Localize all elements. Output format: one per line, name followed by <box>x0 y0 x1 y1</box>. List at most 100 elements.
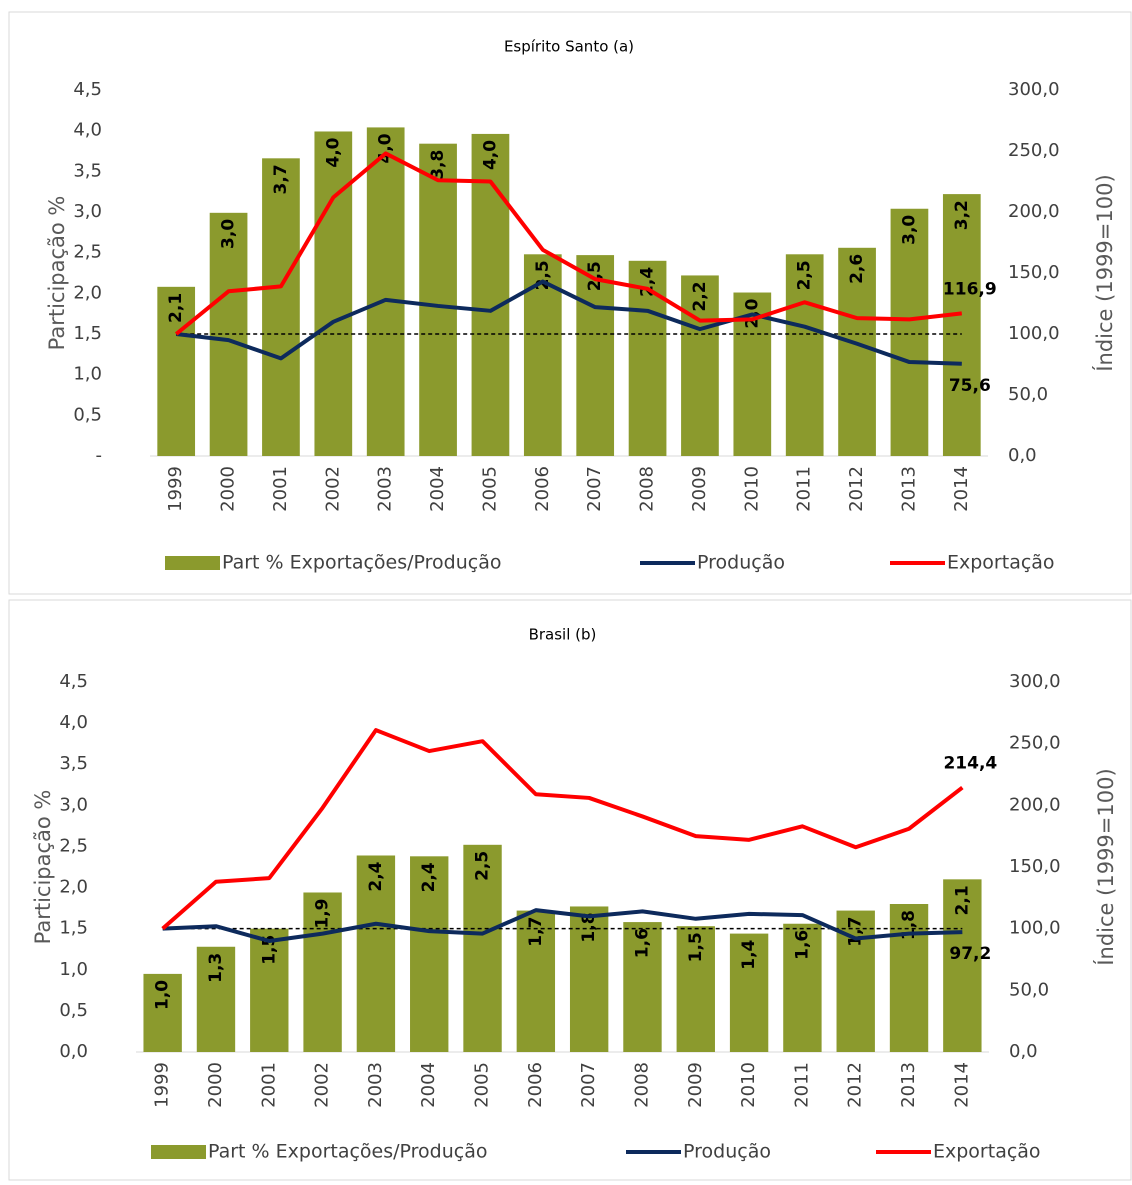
x-tick-label: 2009 <box>685 1062 706 1108</box>
x-tick-label: 2001 <box>258 1062 279 1108</box>
y2-tick-label: 0,0 <box>1008 445 1037 466</box>
bar-label: 1,4 <box>739 939 759 969</box>
bar-label: 3,8 <box>428 150 448 180</box>
bar <box>196 946 236 1052</box>
line <box>161 728 964 931</box>
bar-label: 3,0 <box>899 215 919 245</box>
legend-label: Exportação <box>947 552 1055 574</box>
chart-title: Espírito Santo (a) <box>504 38 634 56</box>
y-tick-label: 4,5 <box>73 79 102 100</box>
y2-tick-label: 200,0 <box>1009 794 1061 815</box>
y-tick-label: 2,5 <box>59 835 88 856</box>
x-tick-label: 2014 <box>951 1062 972 1108</box>
y-tick-label: 0,0 <box>59 1041 88 1062</box>
bar-label: 1,9 <box>313 898 333 928</box>
bar <box>471 133 510 457</box>
bar <box>250 928 289 1052</box>
y-tick-label: 2,0 <box>73 282 102 303</box>
y-tick-label: - <box>96 445 103 466</box>
x-tick-label: 2000 <box>218 466 239 512</box>
line <box>174 151 963 336</box>
x-tick-label: 2006 <box>532 466 553 512</box>
legend-label: Part % Exportações/Produção <box>208 1141 488 1163</box>
bar-label: 3,2 <box>952 200 972 230</box>
y-tick-label: 0,5 <box>59 1000 88 1021</box>
bar-label: 4,0 <box>480 140 500 170</box>
y-tick-label: 4,5 <box>59 671 88 692</box>
bar-label: 1,0 <box>153 980 173 1010</box>
x-tick-label: 2011 <box>794 466 815 512</box>
line <box>162 908 963 943</box>
x-tick-label: 2009 <box>689 466 710 512</box>
bar <box>314 131 353 457</box>
bar <box>303 892 342 1052</box>
x-tick-label: 2001 <box>270 466 291 512</box>
bar <box>628 260 667 456</box>
bar <box>262 158 300 456</box>
bar-label: 1,5 <box>686 932 706 962</box>
legend-swatch <box>151 1145 206 1159</box>
bar <box>785 254 824 456</box>
bar <box>463 844 502 1052</box>
y-tick-label: 2,5 <box>73 242 102 263</box>
x-tick-label: 2003 <box>365 1062 386 1108</box>
y-tick-label: 4,0 <box>73 120 102 141</box>
bar-label: 1,7 <box>846 917 866 947</box>
bar-label: 2,5 <box>473 851 493 881</box>
legend-label: Exportação <box>933 1141 1041 1163</box>
bar-label: 1,3 <box>206 953 226 983</box>
y-tick-label: 3,5 <box>59 753 88 774</box>
bar <box>366 127 405 456</box>
y-axis-label: Participação % <box>31 790 55 945</box>
y2-tick-label: 100,0 <box>1009 918 1061 939</box>
y-tick-label: 1,5 <box>59 918 88 939</box>
bar <box>838 247 876 456</box>
y-tick-label: 3,0 <box>73 201 102 222</box>
bar-label: 2,1 <box>166 293 186 323</box>
x-tick-label: 2007 <box>578 1062 599 1108</box>
line <box>175 279 962 366</box>
y2-tick-label: 50,0 <box>1008 384 1048 405</box>
bar-label: 2,5 <box>795 260 815 290</box>
bar-label: 3,0 <box>219 219 239 249</box>
y-tick-label: 1,5 <box>73 323 102 344</box>
y2-tick-label: 300,0 <box>1008 79 1060 100</box>
x-tick-label: 2013 <box>898 466 919 512</box>
bar-label: 1,6 <box>632 928 652 958</box>
x-tick-label: 2012 <box>846 466 867 512</box>
bar <box>729 933 769 1052</box>
bar-label: 2,2 <box>690 281 710 311</box>
bar <box>681 275 719 456</box>
bar <box>356 855 396 1052</box>
legend-label: Produção <box>683 1141 771 1163</box>
x-tick-label: 1999 <box>152 1062 173 1108</box>
x-tick-label: 2006 <box>525 1062 546 1108</box>
bar <box>943 879 982 1052</box>
x-tick-label: 2004 <box>427 466 448 512</box>
y-axis-label: Participação % <box>45 196 69 351</box>
x-tick-label: 2000 <box>205 1062 226 1108</box>
y2-tick-label: 200,0 <box>1008 201 1060 222</box>
legend-label: Produção <box>697 552 785 574</box>
x-tick-label: 2003 <box>375 466 396 512</box>
x-tick-label: 2005 <box>479 466 500 512</box>
y2-tick-label: 100,0 <box>1008 323 1060 344</box>
y-tick-label: 0,5 <box>73 404 102 425</box>
x-tick-label: 2008 <box>637 466 658 512</box>
legend-swatch <box>165 556 220 570</box>
line-label: 116,9 <box>943 279 997 299</box>
bar <box>410 856 449 1052</box>
y-tick-label: 1,0 <box>59 959 88 980</box>
y-tick-label: 3,5 <box>73 160 102 181</box>
x-tick-label: 2002 <box>322 466 343 512</box>
legend-label: Part % Exportações/Produção <box>222 552 502 574</box>
x-tick-label: 2002 <box>312 1062 333 1108</box>
y2-tick-label: 150,0 <box>1009 856 1061 877</box>
x-tick-label: 2004 <box>418 1062 439 1108</box>
y-tick-label: 4,0 <box>59 712 88 733</box>
bar <box>623 922 662 1052</box>
line-label: 97,2 <box>949 944 991 964</box>
bar <box>576 255 615 456</box>
bar-label: 1,7 <box>526 917 546 947</box>
